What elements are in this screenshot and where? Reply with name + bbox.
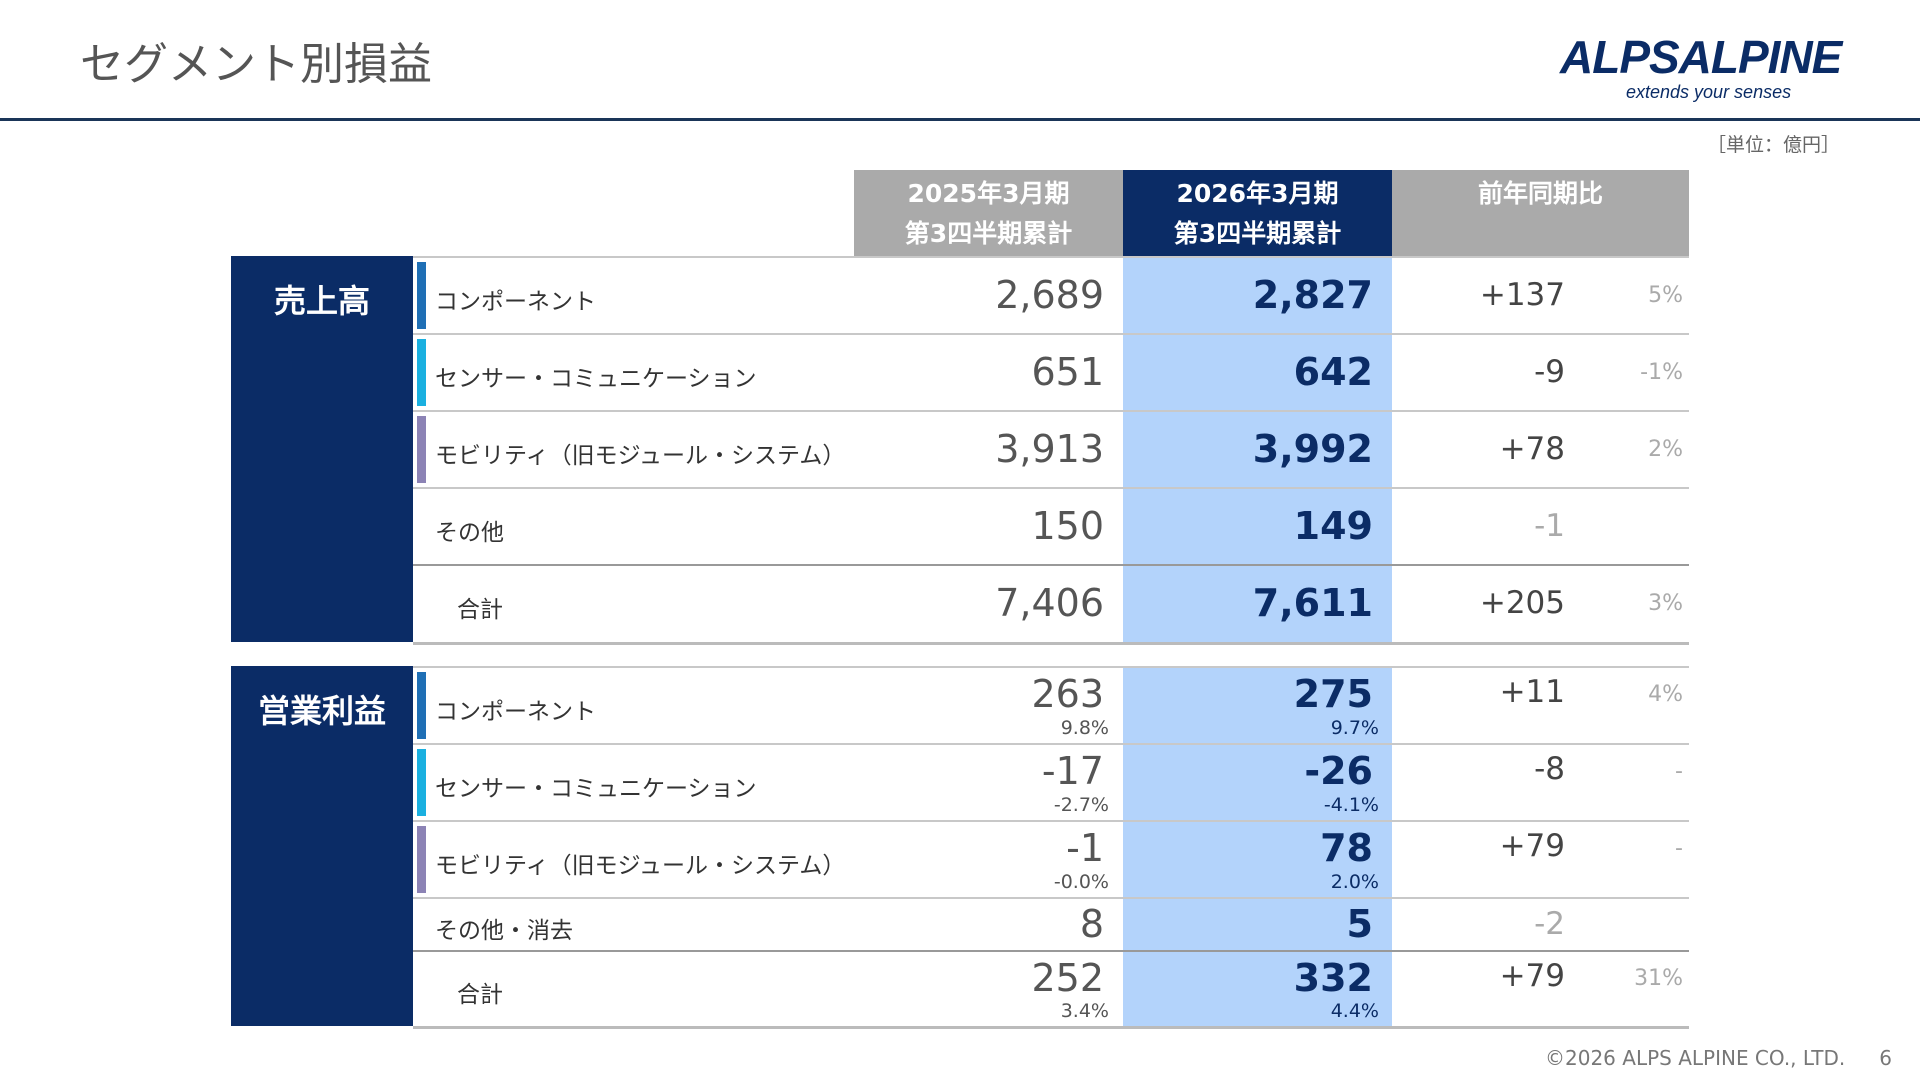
curr-value: 642	[1293, 349, 1373, 394]
yoy-percent: -	[1675, 759, 1683, 784]
segment-color-stripe	[417, 672, 426, 739]
sales-highlight-column	[1123, 256, 1392, 642]
yoy-percent: 2%	[1648, 436, 1683, 462]
prev-margin: 3.4%	[1060, 1000, 1109, 1022]
op-highlight-column	[1123, 666, 1392, 1026]
curr-value: 7,611	[1252, 581, 1373, 625]
yoy-percent: -	[1675, 836, 1683, 861]
table-row: モビリティ（旧モジュール・システム） 3,913 3,992 +78 2%	[413, 410, 1689, 487]
curr-margin: 2.0%	[1330, 871, 1379, 893]
prev-value: 263	[1031, 672, 1104, 716]
yoy-change: +78	[1499, 430, 1565, 467]
page-number: 6	[1879, 1046, 1892, 1070]
yoy-percent: -1%	[1640, 359, 1683, 385]
logo-tagline: extends your senses	[1626, 82, 1792, 102]
header-curr-quarter: 第3四半期累計	[1173, 219, 1342, 248]
logo-wordmark: ALPSALPINE	[1560, 31, 1842, 83]
yoy-change: -1	[1534, 507, 1565, 544]
curr-value: -26	[1304, 749, 1373, 793]
page-title: セグメント別損益	[80, 39, 432, 90]
yoy-change: +79	[1499, 958, 1565, 994]
table-row: センサー・コミュニケーション 651 642 -9 -1%	[413, 333, 1689, 410]
table-row: コンポーネント 263 275 9.8% 9.7% +11 4%	[413, 666, 1689, 743]
curr-value: 78	[1320, 826, 1373, 870]
prev-value: 2,689	[995, 272, 1104, 317]
section-bottom-border	[413, 1026, 1689, 1029]
footer: ©2026 ALPS ALPINE CO., LTD. 6	[1511, 1046, 1892, 1070]
segment-name: 合計	[457, 597, 503, 623]
table-row: その他・消去 8 5 -2	[413, 897, 1689, 950]
prev-value: -1	[1066, 826, 1104, 870]
prev-value: -17	[1041, 749, 1104, 793]
segment-name: コンポーネント	[435, 698, 596, 725]
alpsalpine-logo: ALPSALPINE extends your senses	[1560, 34, 1880, 103]
segment-color-stripe	[417, 826, 426, 893]
header-curr-period: 2026年3月期 第3四半期累計	[1123, 170, 1392, 256]
header-prev-year: 2025年3月期	[907, 179, 1070, 208]
segment-color-stripe	[417, 339, 426, 406]
curr-margin: 9.7%	[1330, 717, 1379, 739]
unit-label: ［単位：億円］	[1706, 134, 1840, 156]
curr-value: 2,827	[1252, 272, 1373, 317]
yoy-change: -9	[1534, 353, 1565, 390]
table-row: その他 150 149 -1	[413, 487, 1689, 564]
prev-value: 252	[1031, 956, 1104, 1000]
curr-value: 3,992	[1252, 426, 1373, 471]
segment-name: 合計	[457, 982, 503, 1008]
prev-value: 150	[1031, 503, 1104, 548]
section-bottom-border	[413, 642, 1689, 645]
curr-margin: -4.1%	[1323, 794, 1379, 816]
curr-value: 332	[1293, 956, 1373, 1000]
op-section-label: 営業利益	[231, 666, 413, 1026]
header-yoy: 前年同期比	[1392, 170, 1689, 256]
yoy-change: +11	[1499, 674, 1565, 710]
yoy-percent: 5%	[1648, 282, 1683, 308]
yoy-percent: 3%	[1648, 591, 1683, 616]
header-divider	[0, 118, 1920, 121]
curr-value: 149	[1293, 503, 1373, 548]
segment-name: その他・消去	[435, 917, 573, 944]
prev-value: 8	[1079, 901, 1104, 946]
prev-margin: -0.0%	[1053, 871, 1109, 893]
copyright: ©2026 ALPS ALPINE CO., LTD.	[1545, 1046, 1846, 1070]
table-row: 合計 7,406 7,611 +205 3%	[413, 564, 1689, 642]
table-row: モビリティ（旧モジュール・システム） -1 78 -0.0% 2.0% +79 -	[413, 820, 1689, 897]
curr-value: 275	[1293, 672, 1373, 716]
segment-color-stripe	[417, 262, 426, 329]
yoy-change: +79	[1499, 828, 1565, 864]
table-row: 合計 252 332 3.4% 4.4% +79 31%	[413, 950, 1689, 1026]
sales-section-label: 売上高	[231, 256, 413, 642]
prev-value: 3,913	[995, 426, 1104, 471]
yoy-change: +137	[1479, 276, 1565, 313]
segment-name: モビリティ（旧モジュール・システム）	[435, 442, 846, 469]
header-curr-year: 2026年3月期	[1176, 179, 1339, 208]
table-row: コンポーネント 2,689 2,827 +137 5%	[413, 256, 1689, 333]
segment-name: コンポーネント	[435, 288, 596, 315]
segment-name: センサー・コミュニケーション	[435, 775, 757, 802]
segment-name: その他	[435, 519, 504, 546]
segment-name: センサー・コミュニケーション	[435, 365, 757, 392]
table-row: センサー・コミュニケーション -17 -26 -2.7% -4.1% -8 -	[413, 743, 1689, 820]
yoy-change: -2	[1534, 905, 1565, 942]
yoy-change: -8	[1534, 751, 1565, 787]
curr-margin: 4.4%	[1330, 1000, 1379, 1022]
curr-value: 5	[1346, 901, 1373, 946]
yoy-percent: 4%	[1648, 682, 1683, 707]
header-prev-quarter: 第3四半期累計	[904, 219, 1073, 248]
header-yoy-label: 前年同期比	[1477, 179, 1603, 208]
yoy-change: +205	[1479, 585, 1565, 621]
prev-margin: -2.7%	[1053, 794, 1109, 816]
prev-margin: 9.8%	[1060, 717, 1109, 739]
header-prev-period: 2025年3月期 第3四半期累計	[854, 170, 1123, 256]
segment-name: モビリティ（旧モジュール・システム）	[435, 852, 846, 879]
segment-color-stripe	[417, 749, 426, 816]
segment-color-stripe	[417, 416, 426, 483]
prev-value: 7,406	[995, 581, 1104, 625]
yoy-percent: 31%	[1634, 966, 1683, 991]
prev-value: 651	[1031, 349, 1104, 394]
